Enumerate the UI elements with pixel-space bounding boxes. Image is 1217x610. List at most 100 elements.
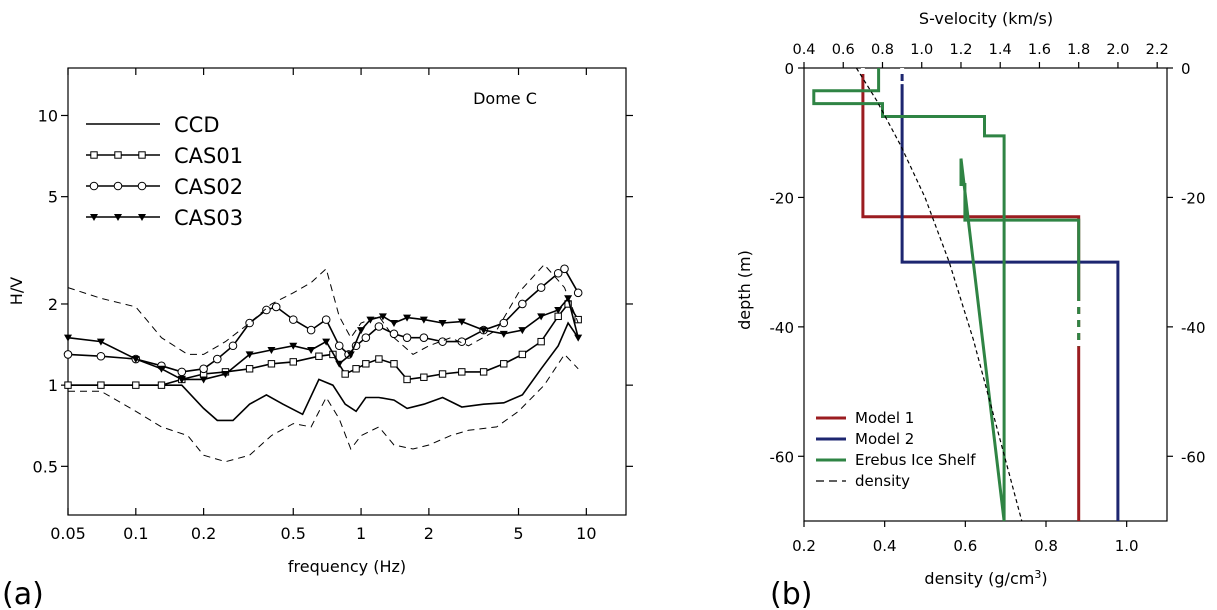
series-envelope-5 bbox=[68, 353, 579, 463]
data-point bbox=[63, 350, 73, 359]
data-point bbox=[518, 350, 527, 359]
data-point bbox=[378, 313, 387, 321]
chart-a-frame bbox=[67, 67, 627, 516]
data-point bbox=[419, 333, 429, 342]
series-cas02 bbox=[63, 264, 583, 377]
chart-b-ticks: 0.4 0.6 0.8 1.0 1.2 1.4 1.6 1.8 2.0 2.2 0.2 0.4 0.6 0… bbox=[770, 42, 1206, 555]
data-point bbox=[212, 354, 222, 364]
dens-tick-label: 0.4 bbox=[873, 537, 897, 555]
chart-b: 0.4 0.6 0.8 1.0 1.2 1.4 1.6 1.8 2.0 2.2 0.2 0.4 0.6 0… bbox=[735, 9, 1206, 610]
depth-tick-label: -20 bbox=[770, 189, 795, 207]
depth-tick-label-right: -20 bbox=[1181, 189, 1206, 207]
data-point bbox=[64, 381, 72, 389]
chart-a-legend: CCD CAS01 CAS02 CAS03 bbox=[86, 113, 243, 230]
depth-tick-label: -40 bbox=[770, 319, 795, 337]
y-tick-label: 1 bbox=[48, 376, 58, 395]
series-line bbox=[900, 68, 1120, 521]
data-point bbox=[341, 370, 349, 378]
data-point bbox=[537, 313, 546, 321]
series-cas01 bbox=[64, 300, 582, 389]
chart-a-title: Dome C bbox=[473, 89, 537, 108]
legend-label: density bbox=[855, 472, 910, 490]
data-point bbox=[560, 264, 569, 274]
series-cas03 bbox=[64, 295, 583, 384]
data-point bbox=[419, 316, 428, 324]
data-point bbox=[245, 365, 254, 373]
legend-label: CAS02 bbox=[174, 175, 243, 199]
data-point bbox=[518, 299, 527, 309]
data-point bbox=[357, 327, 366, 335]
data-point bbox=[352, 365, 360, 373]
legend-label: CAS03 bbox=[174, 206, 243, 230]
data-point bbox=[138, 214, 146, 221]
chart-a-ticks: 0.05 0.1 0.2 0.5 1 2 5 10 0.5 1 2 5 10 bbox=[33, 68, 633, 543]
panel-label-a: (a) bbox=[2, 577, 44, 610]
data-point bbox=[114, 151, 122, 159]
series-line bbox=[68, 302, 579, 387]
data-point bbox=[334, 341, 344, 351]
data-point bbox=[157, 381, 166, 389]
data-point bbox=[131, 356, 140, 364]
legend-label: Model 2 bbox=[855, 430, 914, 448]
chart-b-frame bbox=[803, 67, 1168, 522]
chart-b-ylabel: depth (m) bbox=[735, 250, 754, 330]
chart-b-xlabel-bottom: density (g/cm3) bbox=[924, 568, 1047, 588]
data-point bbox=[361, 333, 371, 342]
data-point bbox=[262, 305, 271, 315]
x-tick-label: 1 bbox=[356, 524, 366, 543]
x-tick-label: 10 bbox=[576, 524, 596, 543]
data-point bbox=[177, 376, 186, 384]
series-line bbox=[812, 68, 1081, 522]
data-point bbox=[438, 370, 447, 378]
vel-tick-label: 0.4 bbox=[792, 42, 815, 58]
data-point bbox=[289, 358, 297, 366]
vel-tick-label: 0.8 bbox=[871, 42, 894, 58]
data-point bbox=[96, 351, 106, 361]
x-tick-label: 0.5 bbox=[281, 524, 306, 543]
data-point bbox=[137, 181, 147, 191]
data-point bbox=[322, 338, 331, 346]
series-model-2 bbox=[900, 68, 1120, 521]
data-point bbox=[403, 314, 412, 322]
vel-tick-label: 1.2 bbox=[949, 42, 972, 58]
legend-label: CCD bbox=[174, 113, 220, 137]
data-point bbox=[403, 375, 411, 384]
chart-a: 0.05 0.1 0.2 0.5 1 2 5 10 0.5 1 2 5 10 Dome C freque… bbox=[2, 67, 633, 610]
data-point bbox=[479, 368, 488, 376]
chart-a-series bbox=[63, 263, 583, 463]
data-point bbox=[321, 315, 331, 324]
data-point bbox=[90, 151, 98, 159]
data-point bbox=[89, 181, 99, 191]
series-erebus-ice-shelf bbox=[812, 68, 1081, 522]
data-point bbox=[420, 373, 428, 381]
legend-label: Erebus Ice Shelf bbox=[855, 451, 976, 469]
series-ccd bbox=[68, 321, 579, 422]
data-point bbox=[438, 337, 447, 346]
chart-b-legend: Model 1 Model 2 Erebus Ice Shelf density bbox=[816, 409, 976, 490]
legend-label: Model 1 bbox=[855, 409, 914, 427]
data-point bbox=[389, 320, 398, 328]
chart-a-xlabel: frequency (Hz) bbox=[288, 557, 406, 576]
data-point bbox=[457, 318, 466, 326]
data-point bbox=[536, 283, 546, 292]
vel-tick-label: 0.6 bbox=[832, 42, 855, 58]
data-point bbox=[64, 334, 72, 342]
dens-tick-label: 0.6 bbox=[953, 537, 977, 555]
data-point bbox=[553, 268, 563, 278]
series-line bbox=[68, 321, 579, 422]
data-point bbox=[245, 351, 254, 359]
data-point bbox=[554, 312, 562, 321]
series-line bbox=[67, 263, 579, 356]
data-point bbox=[177, 367, 187, 377]
vel-tick-label: 1.4 bbox=[989, 42, 1012, 58]
data-point bbox=[307, 347, 316, 355]
data-point bbox=[113, 181, 123, 191]
depth-tick-label-right: 0 bbox=[1181, 60, 1191, 78]
data-point bbox=[500, 360, 508, 368]
data-point bbox=[554, 306, 563, 314]
x-tick-label: 0.2 bbox=[191, 524, 216, 543]
series-envelope-4 bbox=[67, 263, 579, 356]
vel-tick-label: 1.8 bbox=[1067, 42, 1090, 58]
series-line bbox=[861, 68, 1081, 521]
